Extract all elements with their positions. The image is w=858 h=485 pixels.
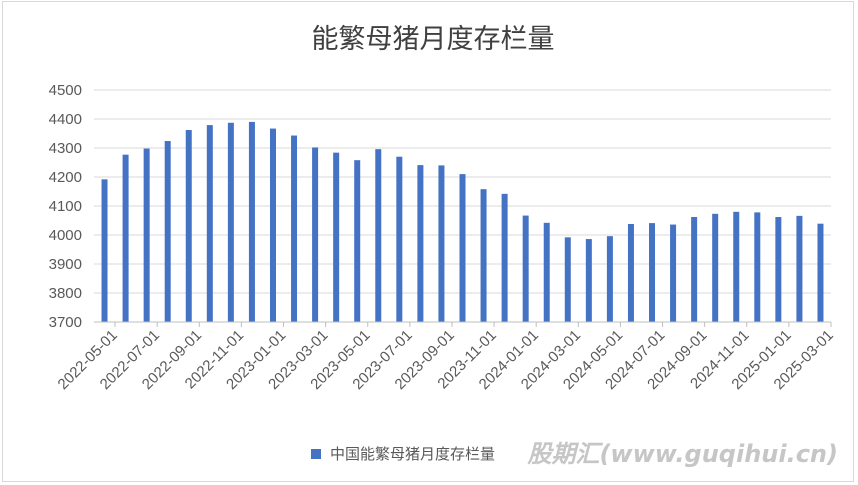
bar [312, 147, 319, 322]
bar [543, 222, 550, 322]
bar [796, 215, 803, 322]
bar [333, 152, 340, 322]
bar [164, 141, 171, 322]
bar [712, 213, 719, 322]
bar [649, 223, 656, 322]
y-tick-label: 4400 [49, 111, 82, 128]
bar [775, 217, 782, 322]
bar [670, 224, 677, 322]
bar [227, 122, 234, 323]
bar [627, 223, 634, 322]
y-tick-label: 4300 [49, 140, 82, 157]
y-tick-label: 4200 [49, 169, 82, 186]
bar [185, 130, 192, 322]
bar [101, 179, 108, 322]
bar [564, 237, 571, 322]
bar [375, 149, 382, 322]
bar [206, 125, 213, 322]
bar-series [101, 121, 824, 323]
bar [143, 148, 150, 322]
bar [522, 215, 529, 322]
bar [248, 121, 255, 323]
bar [691, 217, 698, 322]
legend: 中国能繁母猪月度存栏量 [311, 445, 495, 463]
x-axis: 2022-05-012022-07-012022-09-012022-11-01… [55, 321, 837, 393]
bar [459, 174, 466, 322]
bar [817, 223, 824, 322]
y-tick-label: 4000 [49, 227, 82, 244]
bar [417, 165, 424, 322]
bar [606, 236, 613, 322]
bar [291, 135, 298, 322]
y-tick-label: 4100 [49, 198, 82, 215]
y-tick-label: 3900 [49, 256, 82, 273]
bar [354, 160, 361, 322]
bar [501, 193, 508, 322]
legend-swatch [311, 449, 321, 459]
bar [122, 154, 129, 322]
watermark: 股期汇(www.guqihui.cn) [526, 440, 838, 468]
bar [585, 239, 592, 322]
y-tick-label: 3700 [49, 314, 82, 331]
bar [754, 212, 761, 322]
bar [480, 189, 487, 322]
chart-title: 能繁母猪月度存栏量 [312, 24, 555, 55]
y-tick-label: 3800 [49, 285, 82, 302]
bar [733, 211, 740, 322]
bar [438, 165, 445, 322]
bar [269, 128, 276, 322]
bar [396, 156, 403, 322]
legend-label: 中国能繁母猪月度存栏量 [330, 445, 495, 463]
y-axis: 3700 3800 3900 4000 4100 4200 4300 4400 4500 [49, 82, 82, 331]
y-tick-label: 4500 [49, 82, 82, 99]
